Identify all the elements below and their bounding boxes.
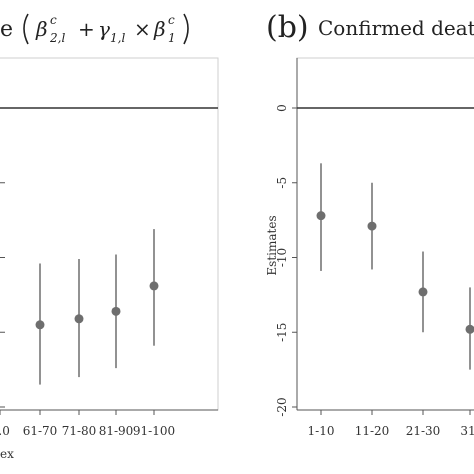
x-tick-label: 61-70 xyxy=(23,424,58,438)
x-tick-label: 91-100 xyxy=(133,424,175,438)
x-tick-label: …0 xyxy=(0,424,10,438)
right-panel-title: (b) Confirmed death xyxy=(266,10,474,45)
svg-text:×: × xyxy=(134,17,151,41)
data-point xyxy=(367,221,377,231)
data-point xyxy=(465,324,474,334)
x-tick-label: 1-10 xyxy=(308,424,335,438)
x-tick-label: 71-80 xyxy=(62,424,97,438)
svg-text:+: + xyxy=(78,17,95,41)
y-tick-label: 0 xyxy=(275,104,289,112)
x-tick-label: 11-20 xyxy=(355,424,390,438)
svg-text:c: c xyxy=(168,13,175,27)
left-title-formula: β c 2,l + γ 1,l × β c 1 xyxy=(23,13,189,45)
x-axis-label: ex xyxy=(0,447,14,461)
right-title-label: (b) xyxy=(266,10,309,45)
data-point xyxy=(149,281,159,291)
y-axis-label: Estimates xyxy=(265,215,279,275)
x-tick-label: 81-90 xyxy=(99,424,134,438)
data-point xyxy=(35,320,45,330)
y-tick-label: -10 xyxy=(275,248,289,267)
svg-text:β: β xyxy=(153,17,166,41)
x-tick-label: 21-30 xyxy=(406,424,441,438)
y-tick-label: -20 xyxy=(275,397,289,416)
y-tick-label: -5 xyxy=(275,177,289,189)
data-point xyxy=(74,314,84,324)
left-title-fragment: e xyxy=(0,17,13,42)
left-panel-title: e β c 2,l + γ 1,l × β c 1 xyxy=(0,13,189,45)
right-panel: 0 -5 -10 -15 -20 Estimates 1-10 11-20 21-30 31- xyxy=(265,57,474,438)
x-tick-label: 31- xyxy=(460,424,474,438)
svg-text:γ: γ xyxy=(98,17,110,41)
plot-frame xyxy=(296,57,474,411)
data-point xyxy=(316,211,326,221)
data-point xyxy=(418,287,428,297)
svg-text:1: 1 xyxy=(168,31,176,45)
svg-text:c: c xyxy=(50,13,57,27)
right-title-text: Confirmed death xyxy=(318,16,474,40)
svg-text:β: β xyxy=(35,17,48,41)
plot-frame xyxy=(0,57,219,411)
data-point xyxy=(111,306,121,316)
svg-text:2,l: 2,l xyxy=(49,31,65,45)
svg-text:1,l: 1,l xyxy=(110,31,125,45)
y-tick-label: -15 xyxy=(275,323,289,342)
